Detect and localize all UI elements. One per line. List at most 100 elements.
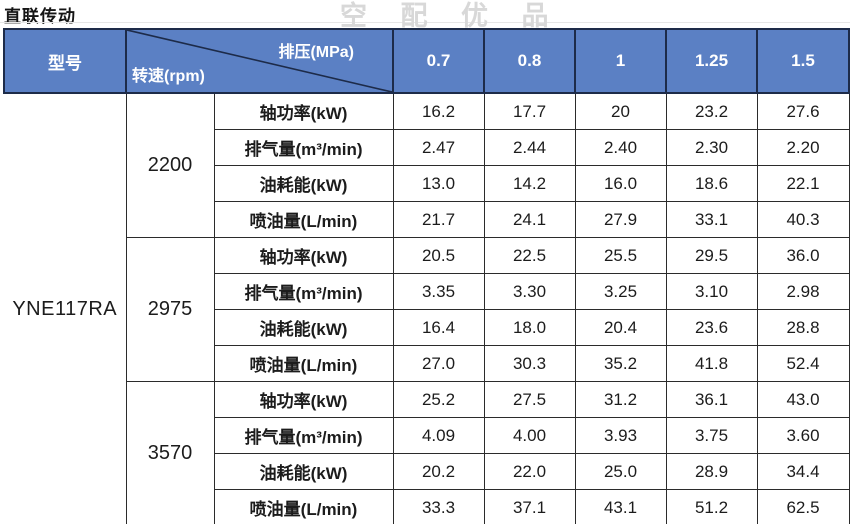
value-cell: 22.1 <box>756 165 850 202</box>
title-divider <box>0 22 850 23</box>
param-label: 喷油量(L/min) <box>213 489 394 524</box>
value-cell: 3.30 <box>483 273 576 310</box>
value-cell: 16.0 <box>574 165 667 202</box>
value-cell: 16.4 <box>392 309 485 346</box>
param-label: 排气量(m³/min) <box>213 129 394 166</box>
rpm-cell-2975: 2975 <box>125 237 215 382</box>
value-cell: 36.1 <box>665 381 758 418</box>
value-cell: 3.35 <box>392 273 485 310</box>
table-row: 喷油量(L/min) 21.7 24.1 27.9 33.1 40.3 <box>4 201 850 238</box>
param-label: 油耗能(kW) <box>213 309 394 346</box>
value-cell: 30.3 <box>483 345 576 382</box>
value-cell: 27.0 <box>392 345 485 382</box>
header-pressure-1.25: 1.25 <box>665 28 758 94</box>
table-row: 排气量(m³/min) 3.35 3.30 3.25 3.10 2.98 <box>4 273 850 310</box>
value-cell: 25.5 <box>574 237 667 274</box>
value-cell: 18.6 <box>665 165 758 202</box>
param-label: 喷油量(L/min) <box>213 201 394 238</box>
page-title: 直联传动 <box>4 7 76 26</box>
value-cell: 28.9 <box>665 453 758 490</box>
value-cell: 20 <box>574 92 667 130</box>
header-pressure-1: 1 <box>574 28 667 94</box>
value-cell: 35.2 <box>574 345 667 382</box>
value-cell: 20.2 <box>392 453 485 490</box>
value-cell: 24.1 <box>483 201 576 238</box>
value-cell: 3.60 <box>756 417 850 454</box>
value-cell: 3.75 <box>665 417 758 454</box>
header-pressure-0.8: 0.8 <box>483 28 576 94</box>
value-cell: 18.0 <box>483 309 576 346</box>
value-cell: 62.5 <box>756 489 850 524</box>
value-cell: 41.8 <box>665 345 758 382</box>
value-cell: 13.0 <box>392 165 485 202</box>
value-cell: 23.2 <box>665 92 758 130</box>
table-row: 喷油量(L/min) 33.3 37.1 43.1 51.2 62.5 <box>4 489 850 524</box>
header-pressure-0.7: 0.7 <box>392 28 485 94</box>
value-cell: 43.0 <box>756 381 850 418</box>
table-row: 喷油量(L/min) 27.0 30.3 35.2 41.8 52.4 <box>4 345 850 382</box>
value-cell: 2.47 <box>392 129 485 166</box>
value-cell: 20.4 <box>574 309 667 346</box>
value-cell: 17.7 <box>483 92 576 130</box>
value-cell: 25.0 <box>574 453 667 490</box>
value-cell: 37.1 <box>483 489 576 524</box>
value-cell: 2.30 <box>665 129 758 166</box>
value-cell: 16.2 <box>392 92 485 130</box>
param-label: 轴功率(kW) <box>213 92 394 130</box>
table-row: 油耗能(kW) 20.2 22.0 25.0 28.9 34.4 <box>4 453 850 490</box>
value-cell: 4.09 <box>392 417 485 454</box>
spec-table: 型号 排压(MPa) 转速(rpm) 0.7 0.8 1 1.25 1.5 YNE117… <box>3 28 850 524</box>
header-pressure-label: 排压(MPa) <box>278 44 354 61</box>
value-cell: 27.6 <box>756 92 850 130</box>
param-label: 排气量(m³/min) <box>213 273 394 310</box>
value-cell: 4.00 <box>483 417 576 454</box>
value-cell: 34.4 <box>756 453 850 490</box>
rpm-cell-3570: 3570 <box>125 381 215 524</box>
header-rpm-label: 转速(rpm) <box>132 68 205 85</box>
table-row: 排气量(m³/min) 2.47 2.44 2.40 2.30 2.20 <box>4 129 850 166</box>
value-cell: 21.7 <box>392 201 485 238</box>
param-label: 轴功率(kW) <box>213 381 394 418</box>
value-cell: 3.10 <box>665 273 758 310</box>
table-row: 3570 轴功率(kW) 25.2 27.5 31.2 36.1 43.0 <box>4 381 850 524</box>
value-cell: 2.20 <box>756 129 850 166</box>
rpm-cell-2200: 2200 <box>125 92 215 238</box>
param-label: 轴功率(kW) <box>213 237 394 274</box>
value-cell: 25.2 <box>392 381 485 418</box>
table-row: 油耗能(kW) 13.0 14.2 16.0 18.6 22.1 <box>4 165 850 202</box>
table-row: 2975 轴功率(kW) 20.5 22.5 25.5 29.5 36.0 <box>4 237 850 382</box>
header-pressure-1.5: 1.5 <box>756 28 850 94</box>
value-cell: 40.3 <box>756 201 850 238</box>
value-cell: 27.9 <box>574 201 667 238</box>
header-row: 型号 排压(MPa) 转速(rpm) 0.7 0.8 1 1.25 1.5 <box>3 28 850 94</box>
header-diagonal-cell: 排压(MPa) 转速(rpm) <box>125 28 394 94</box>
value-cell: 27.5 <box>483 381 576 418</box>
value-cell: 3.25 <box>574 273 667 310</box>
model-cell: YNE117RA <box>4 93 127 524</box>
value-cell: 22.5 <box>483 237 576 274</box>
value-cell: 14.2 <box>483 165 576 202</box>
value-cell: 51.2 <box>665 489 758 524</box>
value-cell: 2.98 <box>756 273 850 310</box>
value-cell: 2.40 <box>574 129 667 166</box>
value-cell: 33.3 <box>392 489 485 524</box>
value-cell: 20.5 <box>392 237 485 274</box>
value-cell: 33.1 <box>665 201 758 238</box>
value-cell: 31.2 <box>574 381 667 418</box>
table-row: 排气量(m³/min) 4.09 4.00 3.93 3.75 3.60 <box>4 417 850 454</box>
table-row: YNE117RA 2200 轴功率(kW) 16.2 17.7 20 23.2 27.6 <box>4 92 850 524</box>
value-cell: 2.44 <box>483 129 576 166</box>
header-model-label: 型号 <box>3 28 127 94</box>
param-label: 油耗能(kW) <box>213 453 394 490</box>
value-cell: 29.5 <box>665 237 758 274</box>
watermark-text: 空 配 优 品 <box>340 1 562 31</box>
param-label: 排气量(m³/min) <box>213 417 394 454</box>
value-cell: 36.0 <box>756 237 850 274</box>
value-cell: 52.4 <box>756 345 850 382</box>
param-label: 油耗能(kW) <box>213 165 394 202</box>
diagonal-line-icon <box>127 30 392 92</box>
value-cell: 22.0 <box>483 453 576 490</box>
value-cell: 3.93 <box>574 417 667 454</box>
value-cell: 43.1 <box>574 489 667 524</box>
